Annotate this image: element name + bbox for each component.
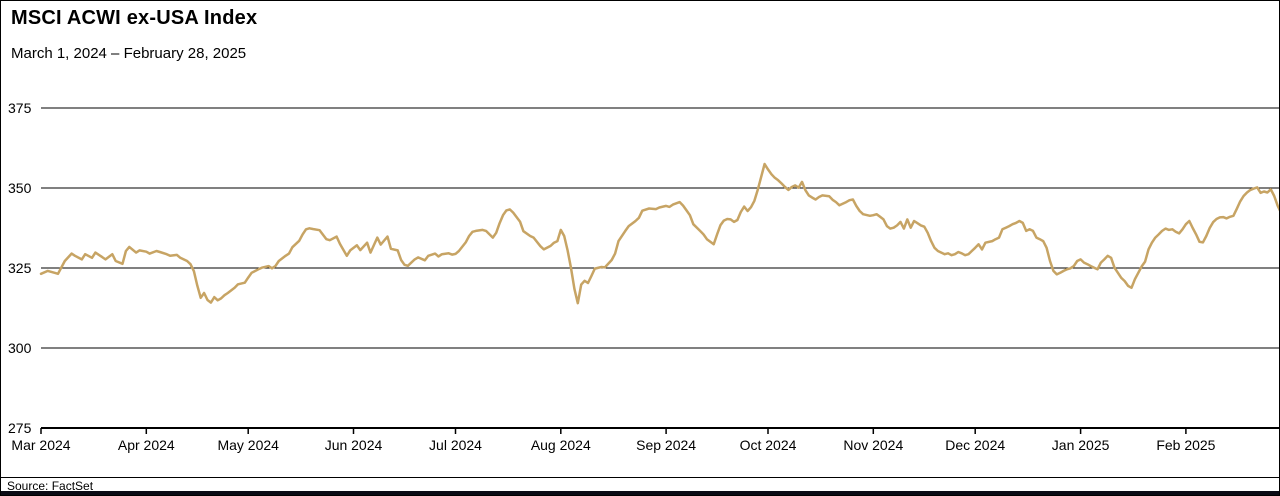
x-tick-label-Jul-2024: Jul 2024 — [429, 437, 482, 453]
x-tick-label-Apr-2024: Apr 2024 — [118, 437, 175, 453]
x-tick-label-Oct-2024: Oct 2024 — [740, 437, 797, 453]
x-tick-label-Jun-2024: Jun 2024 — [325, 437, 383, 453]
x-tick-label-Mar-2024: Mar 2024 — [11, 437, 70, 453]
chart-date-range-subtitle: March 1, 2024 – February 28, 2025 — [11, 45, 247, 62]
bottom-accent-bar — [1, 491, 1279, 495]
source-attribution: Source: FactSet — [7, 479, 94, 493]
x-tick-label-Aug-2024: Aug 2024 — [531, 437, 591, 453]
y-tick-label-275: 275 — [8, 420, 32, 436]
y-tick-label-325: 325 — [8, 260, 32, 276]
page-title: MSCI ACWI ex-USA Index — [11, 7, 258, 29]
x-tick-label-May-2024: May 2024 — [217, 437, 279, 453]
x-tick-label-Nov-2024: Nov 2024 — [843, 437, 903, 453]
y-tick-label-350: 350 — [8, 180, 32, 196]
x-tick-label-Jan-2025: Jan 2025 — [1052, 437, 1110, 453]
y-tick-label-300: 300 — [8, 340, 32, 356]
x-tick-label-Dec-2024: Dec 2024 — [945, 437, 1005, 453]
price-line-series — [39, 162, 1279, 305]
y-tick-label-375: 375 — [8, 100, 32, 116]
footer-divider — [1, 477, 1279, 478]
x-tick-label-Feb-2025: Feb 2025 — [1156, 437, 1215, 453]
x-tick-label-Sep-2024: Sep 2024 — [636, 437, 696, 453]
